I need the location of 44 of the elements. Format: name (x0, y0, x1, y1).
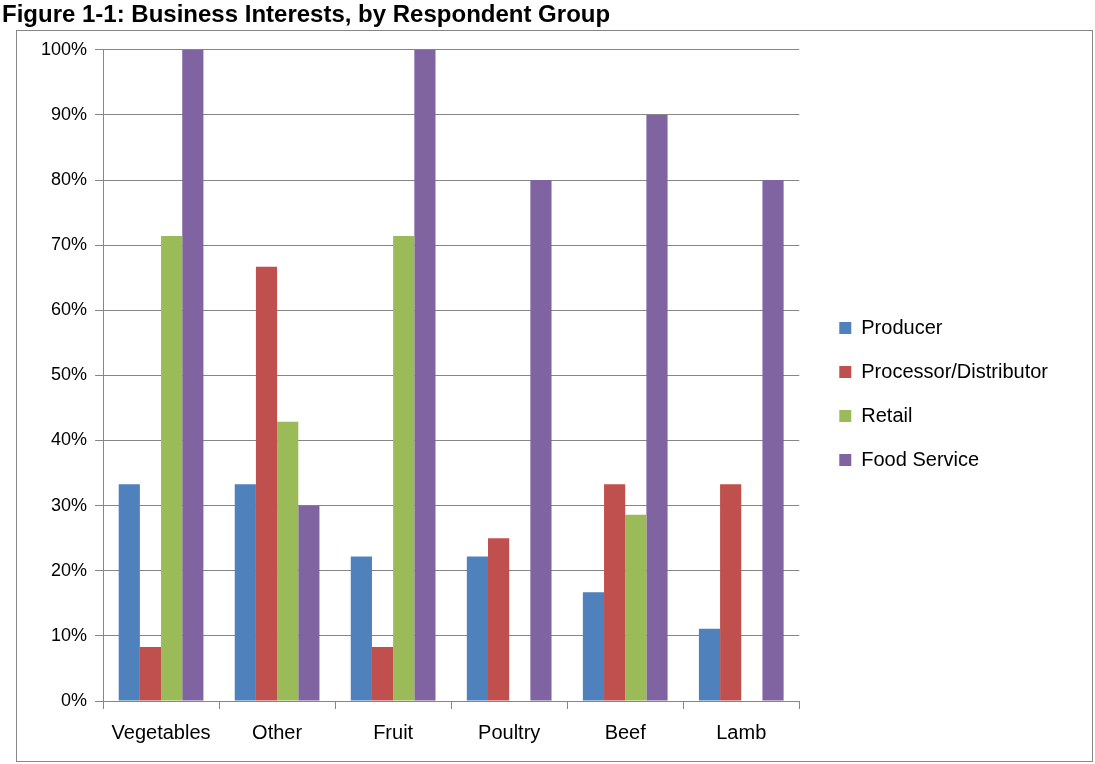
x-tick-label: Other (252, 720, 303, 743)
x-tick-label: Poultry (478, 720, 541, 743)
legend-label: Food Service (861, 447, 980, 470)
y-tick-label: 100% (40, 38, 88, 59)
y-tick-label: 20% (51, 559, 88, 580)
bar (762, 180, 784, 701)
bar (350, 556, 372, 701)
bar (277, 421, 299, 701)
y-tick-label: 40% (51, 429, 88, 450)
legend-label: Processor/Distributor (861, 359, 1049, 382)
y-tick-label: 10% (51, 624, 88, 645)
bar (646, 114, 668, 701)
bar (161, 236, 183, 701)
legend-label: Retail (861, 403, 913, 426)
bar (530, 180, 552, 701)
y-tick-label: 30% (51, 494, 88, 515)
bar (182, 49, 204, 701)
bar (604, 484, 626, 701)
x-tick-label: Beef (604, 720, 647, 743)
bar (255, 266, 278, 701)
bar (118, 484, 140, 701)
bar (371, 646, 394, 701)
x-tick-label: Lamb (716, 720, 767, 743)
y-tick-label: 0% (61, 689, 88, 710)
legend-label: Producer (861, 315, 943, 338)
bar (488, 538, 510, 701)
bar (720, 484, 742, 701)
bar (234, 484, 256, 701)
bar (393, 236, 415, 701)
y-tick-label: 70% (51, 234, 88, 255)
bar (414, 49, 436, 701)
bar (698, 628, 721, 701)
y-tick-label: 60% (51, 299, 88, 320)
bar (582, 592, 605, 701)
chart-title: Figure 1-1: Business Interests, by Respondent Group (2, 0, 611, 28)
bar (298, 505, 320, 701)
x-tick-label: Vegetables (111, 720, 211, 743)
y-tick-label: 90% (51, 103, 88, 124)
bar (625, 514, 647, 701)
y-tick-label: 80% (51, 169, 88, 190)
bar (139, 646, 162, 701)
y-tick-label: 50% (51, 364, 88, 385)
bar (466, 556, 488, 701)
x-tick-label: Fruit (373, 720, 414, 743)
